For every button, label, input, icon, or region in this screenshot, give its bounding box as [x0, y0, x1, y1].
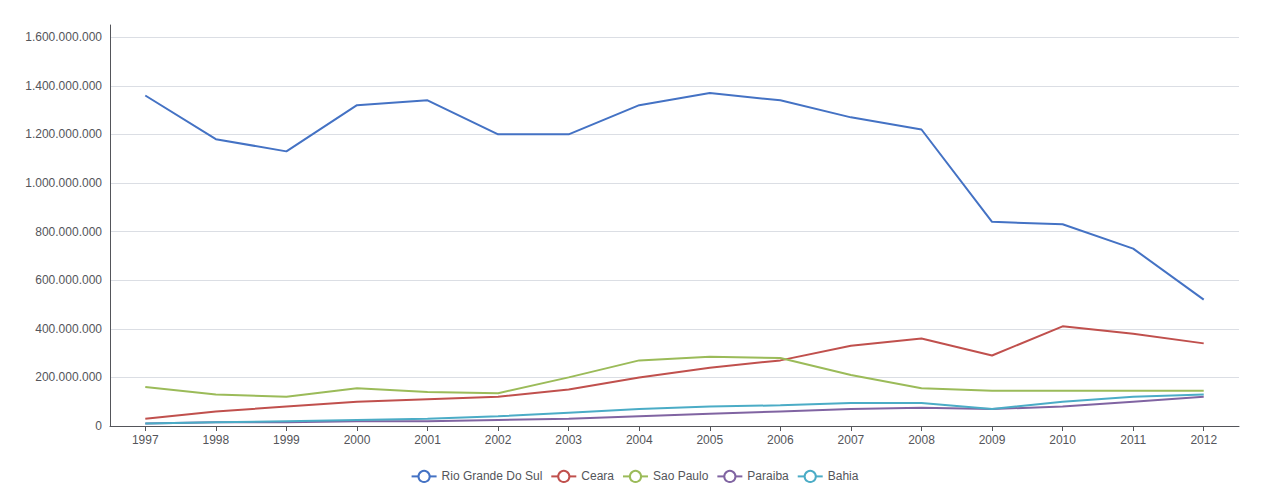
svg-text:1.000.000.000: 1.000.000.000 [25, 176, 102, 190]
svg-text:1999: 1999 [273, 433, 300, 447]
svg-text:2002: 2002 [485, 433, 512, 447]
svg-text:2001: 2001 [414, 433, 441, 447]
svg-text:Paraiba: Paraiba [747, 469, 789, 483]
svg-text:Rio Grande Do Sul: Rio Grande Do Sul [442, 469, 543, 483]
svg-text:2004: 2004 [626, 433, 653, 447]
svg-text:2011: 2011 [1120, 433, 1146, 447]
svg-text:2003: 2003 [555, 433, 582, 447]
svg-text:2000: 2000 [344, 433, 371, 447]
svg-text:2009: 2009 [979, 433, 1006, 447]
svg-text:2010: 2010 [1049, 433, 1076, 447]
svg-text:1.600.000.000: 1.600.000.000 [25, 30, 102, 44]
svg-text:0: 0 [95, 419, 102, 433]
svg-text:2012: 2012 [1190, 433, 1217, 447]
svg-text:200.000.000: 200.000.000 [35, 370, 102, 384]
svg-text:Ceara: Ceara [581, 469, 614, 483]
svg-text:1997: 1997 [132, 433, 159, 447]
svg-text:1.200.000.000: 1.200.000.000 [25, 127, 102, 141]
svg-text:600.000.000: 600.000.000 [35, 273, 102, 287]
svg-text:Sao Paulo: Sao Paulo [653, 469, 709, 483]
svg-text:800.000.000: 800.000.000 [35, 225, 102, 239]
svg-text:1998: 1998 [202, 433, 229, 447]
svg-text:2006: 2006 [767, 433, 794, 447]
svg-text:2007: 2007 [838, 433, 865, 447]
svg-text:2005: 2005 [696, 433, 723, 447]
svg-text:Bahia: Bahia [828, 469, 859, 483]
svg-text:2008: 2008 [908, 433, 935, 447]
svg-text:400.000.000: 400.000.000 [35, 322, 102, 336]
svg-text:1.400.000.000: 1.400.000.000 [25, 79, 102, 93]
